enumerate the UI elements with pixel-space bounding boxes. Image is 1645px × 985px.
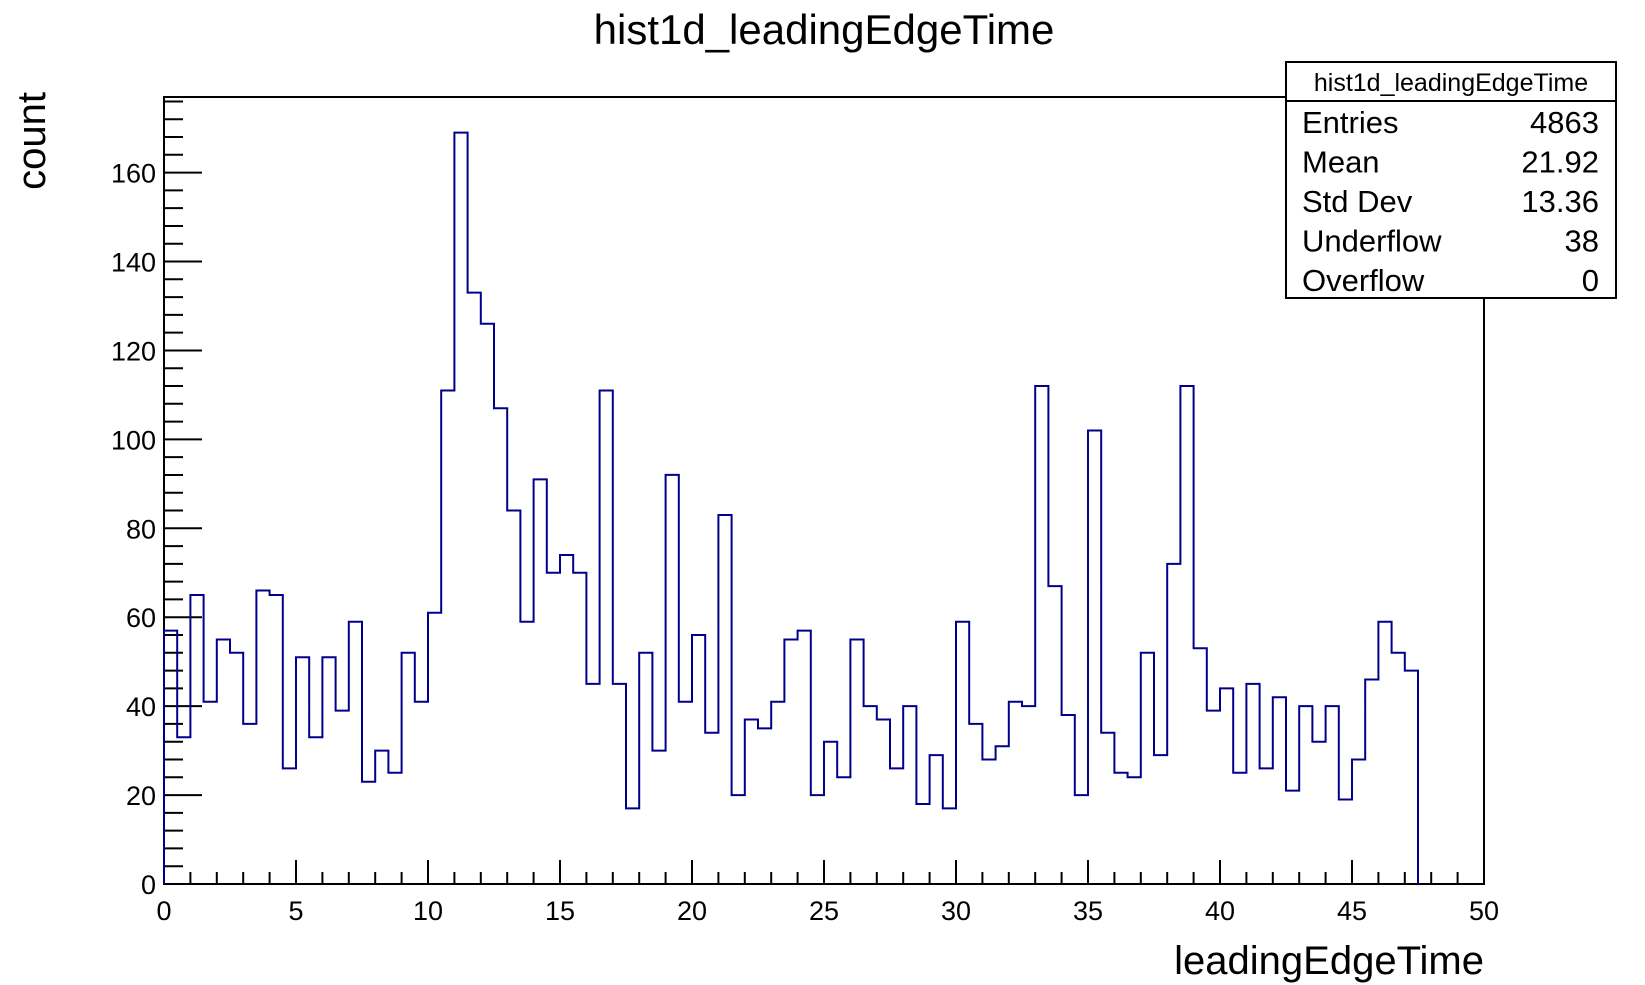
y-tick-label: 100 xyxy=(111,425,156,455)
stats-row-label: Entries xyxy=(1302,105,1398,140)
x-tick-label: 15 xyxy=(545,896,575,926)
y-tick-label: 120 xyxy=(111,336,156,366)
x-tick-label: 45 xyxy=(1337,896,1367,926)
stats-row-value: 13.36 xyxy=(1521,184,1599,219)
x-tick-label: 5 xyxy=(288,896,303,926)
y-tick-label: 80 xyxy=(126,514,156,544)
stats-row-label: Underflow xyxy=(1302,224,1442,259)
stats-box: hist1d_leadingEdgeTime Entries 4863 Mean 21… xyxy=(1285,61,1617,299)
y-tick-label: 60 xyxy=(126,603,156,633)
x-tick-label: 50 xyxy=(1469,896,1499,926)
stats-row-value: 0 xyxy=(1582,263,1599,298)
x-tick-label: 35 xyxy=(1073,896,1103,926)
x-tick-label: 10 xyxy=(413,896,443,926)
y-tick-label: 160 xyxy=(111,159,156,189)
stats-row-label: Overflow xyxy=(1302,263,1425,298)
x-axis-ticks: 0 5 10 15 20 25 30 35 40 45 50 xyxy=(156,860,1499,926)
y-tick-label: 140 xyxy=(111,248,156,278)
y-tick-label: 40 xyxy=(126,692,156,722)
x-tick-label: 30 xyxy=(941,896,971,926)
stats-row-value: 21.92 xyxy=(1521,145,1599,180)
y-axis-title: count xyxy=(10,92,54,190)
x-tick-label: 25 xyxy=(809,896,839,926)
x-axis-title: leadingEdgeTime xyxy=(1174,939,1484,983)
stats-row-label: Mean xyxy=(1302,145,1380,180)
y-tick-label: 20 xyxy=(126,781,156,811)
y-axis-ticks: 0 20 40 60 80 100 120 140 160 xyxy=(111,100,202,900)
stats-row-value: 4863 xyxy=(1530,105,1599,140)
histogram-series-line xyxy=(163,131,1419,884)
stats-row-value: 38 xyxy=(1565,224,1599,259)
stats-row-label: Std Dev xyxy=(1302,184,1413,219)
x-tick-label: 0 xyxy=(156,896,171,926)
stats-box-title: hist1d_leadingEdgeTime xyxy=(1314,69,1588,97)
chart-title: hist1d_leadingEdgeTime xyxy=(594,6,1055,53)
y-tick-label: 0 xyxy=(141,870,156,900)
stats-box-rows: Entries 4863 Mean 21.92 Std Dev 13.36 Underflo… xyxy=(1302,105,1599,298)
x-tick-label: 20 xyxy=(677,896,707,926)
x-tick-label: 40 xyxy=(1205,896,1235,926)
